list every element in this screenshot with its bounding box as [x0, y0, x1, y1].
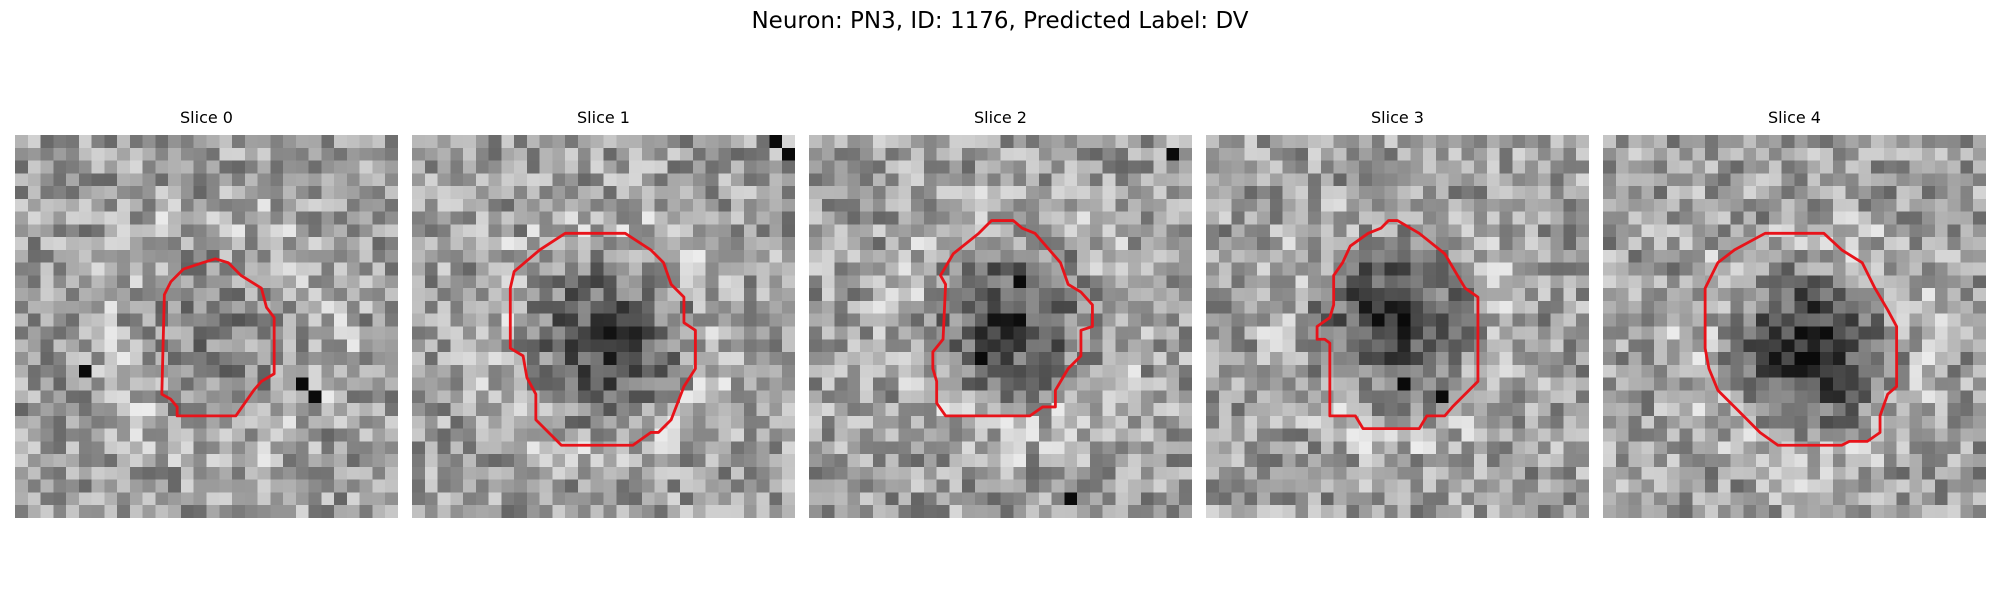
slice-image — [809, 135, 1192, 518]
slice-image — [1603, 135, 1986, 518]
slice-image — [15, 135, 398, 518]
slice-title: Slice 4 — [1768, 108, 1821, 127]
slice-title: Slice 2 — [974, 108, 1027, 127]
slice-title: Slice 3 — [1371, 108, 1424, 127]
grayscale-tile — [15, 135, 398, 518]
slice-title: Slice 1 — [577, 108, 630, 127]
slice-image — [412, 135, 795, 518]
grayscale-tile — [1603, 135, 1986, 518]
contour-outline — [1315, 219, 1480, 431]
segmentation-contour — [1315, 219, 1480, 431]
segmentation-contour — [508, 231, 697, 447]
slice-panel-1: Slice 1 — [412, 107, 795, 518]
segmentation-contour — [931, 219, 1094, 418]
contour-outline — [508, 231, 697, 447]
contour-outline — [931, 219, 1094, 418]
slice-panel-0: Slice 0 — [15, 107, 398, 518]
slice-panel-2: Slice 2 — [809, 107, 1192, 518]
slice-panel-4: Slice 4 — [1603, 107, 1986, 518]
slice-image — [1206, 135, 1589, 518]
contour-outline — [1703, 231, 1899, 447]
segmentation-contour — [160, 257, 276, 418]
figure-title: Neuron: PN3, ID: 1176, Predicted Label: … — [751, 8, 1249, 34]
grayscale-tile — [809, 135, 1192, 518]
grayscale-tile — [1206, 135, 1589, 518]
segmentation-contour — [1703, 231, 1899, 447]
slice-panel-3: Slice 3 — [1206, 107, 1589, 518]
grayscale-tile — [412, 135, 795, 518]
contour-outline — [160, 257, 276, 418]
slice-title: Slice 0 — [180, 108, 233, 127]
